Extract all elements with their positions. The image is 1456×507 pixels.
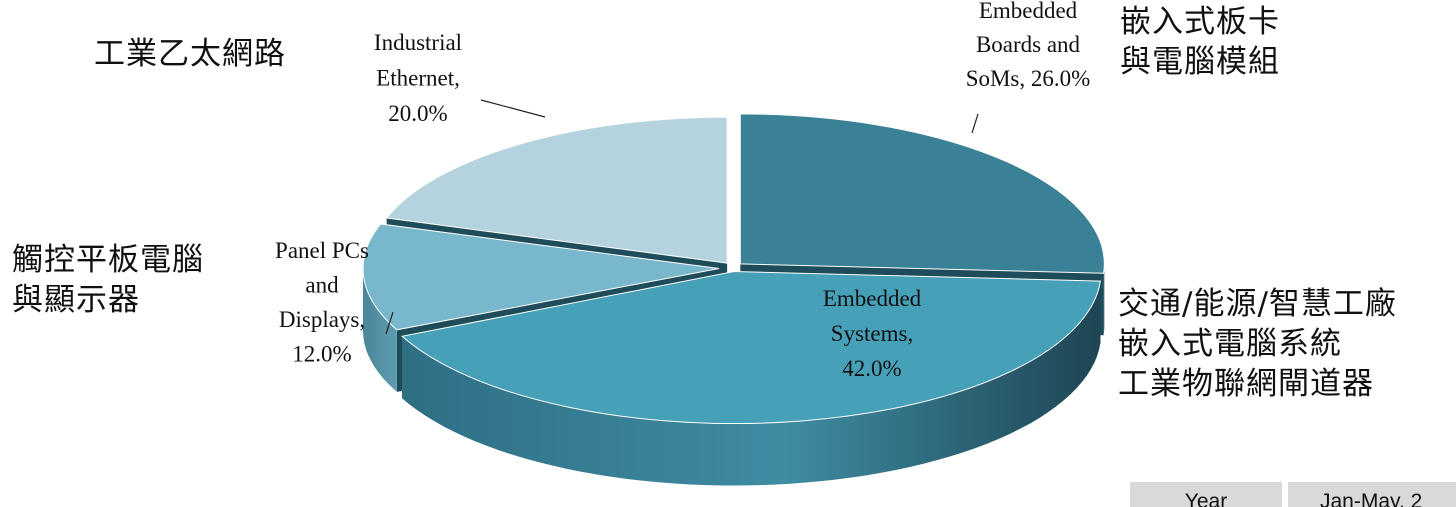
slice-side-1 [402, 281, 1101, 486]
annotation-boards-line-1: 嵌入式板卡 [1120, 4, 1280, 40]
table-header-period: Jan-May, 2 [1288, 482, 1456, 507]
pie-tops [362, 113, 1105, 425]
slice-2 [362, 223, 720, 331]
annotation-ethernet-line-1: 工業乙太網路 [94, 36, 286, 72]
annotation-panel: 觸控平板電腦 與顯示器 [12, 240, 204, 320]
data-labels: Embedded Boards and SoMs, 26.0% Embedded Sys… [275, 0, 1090, 381]
annotation-systems: 交通/能源/智慧工廠 嵌入式電腦系統 工業物聯網閘道器 [1118, 284, 1397, 404]
slice-side-2 [363, 268, 397, 392]
slice-3 [385, 116, 728, 264]
data-label-0: Embedded Boards and SoMs, 26.0% [966, 0, 1091, 91]
leader-lines [385, 99, 979, 335]
annotation-systems-line-2: 嵌入式電腦系統 [1118, 326, 1342, 362]
annotation-systems-line-1: 交通/能源/智慧工廠 [1118, 286, 1397, 322]
slice-0 [739, 113, 1105, 274]
annotation-panel-line-1: 觸控平板電腦 [12, 242, 204, 278]
slice-side-0 [1103, 263, 1105, 336]
slice-1 [401, 270, 1101, 425]
leader-line-2 [385, 311, 394, 335]
leader-line-3 [480, 99, 546, 118]
data-label-2: Panel PCs and Displays, 12.0% [275, 238, 369, 367]
annotation-ethernet: 工業乙太網路 [94, 34, 286, 74]
annotation-boards-line-2: 與電腦模組 [1120, 44, 1280, 80]
annotation-boards: 嵌入式板卡 與電腦模組 [1120, 2, 1280, 82]
leader-line-0 [971, 113, 979, 134]
annotation-panel-line-2: 與顯示器 [12, 282, 140, 318]
data-label-1: Embedded Systems, 42.0% [823, 286, 922, 381]
annotation-systems-line-3: 工業物聯網閘道器 [1118, 366, 1374, 402]
table-header-year: Year [1130, 482, 1282, 507]
data-label-3: Industrial Ethernet, 20.0% [374, 30, 462, 126]
